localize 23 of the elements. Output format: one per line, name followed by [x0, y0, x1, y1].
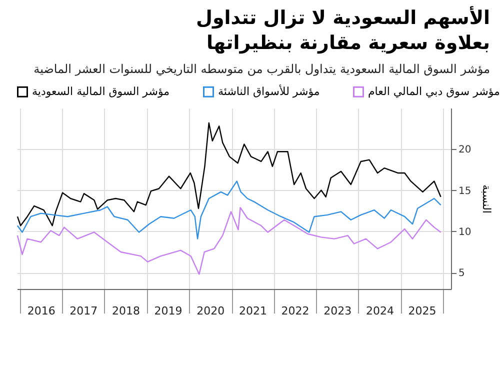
line-series	[16, 180, 442, 240]
x-tick-label: 2020	[196, 304, 225, 318]
chart-subtitle: مؤشر السوق المالية السعودية يتداول بالقرب من متوسطه التاريخي للسنوات العشر الماضية	[32, 62, 490, 76]
x-tick-label: 2023	[324, 304, 352, 318]
line-series	[16, 122, 442, 226]
y-axis-title: النسبة	[480, 184, 494, 214]
y-tick-label: 10	[458, 226, 472, 238]
x-tick-label: 2018	[112, 304, 140, 318]
y-tick-label: 5	[458, 268, 465, 280]
y-tick-label: 15	[458, 186, 472, 197]
legend-label: مؤشر للأسواق الناشئة	[218, 84, 320, 98]
line-series	[16, 206, 442, 275]
x-tick-label: 2019	[154, 304, 182, 318]
x-tick-label: 2021	[238, 304, 267, 318]
y-tick-label: 20	[458, 144, 472, 156]
x-tick-label: 2022	[281, 304, 310, 318]
legend-label: مؤشر سوق دبي المالي العام	[368, 84, 500, 98]
x-tick-label: 2025	[408, 304, 436, 318]
x-tick-label: 2024	[366, 304, 394, 318]
x-tick-label: 2017	[70, 304, 98, 318]
x-tick-label: 2016	[27, 304, 56, 318]
legend-label: مؤشر السوق المالية السعودية	[32, 84, 170, 98]
chart-title: الأسهم السعودية لا تزال تتداول بعلاوة سعرية مقارنة بنظيراتها	[194, 6, 490, 56]
